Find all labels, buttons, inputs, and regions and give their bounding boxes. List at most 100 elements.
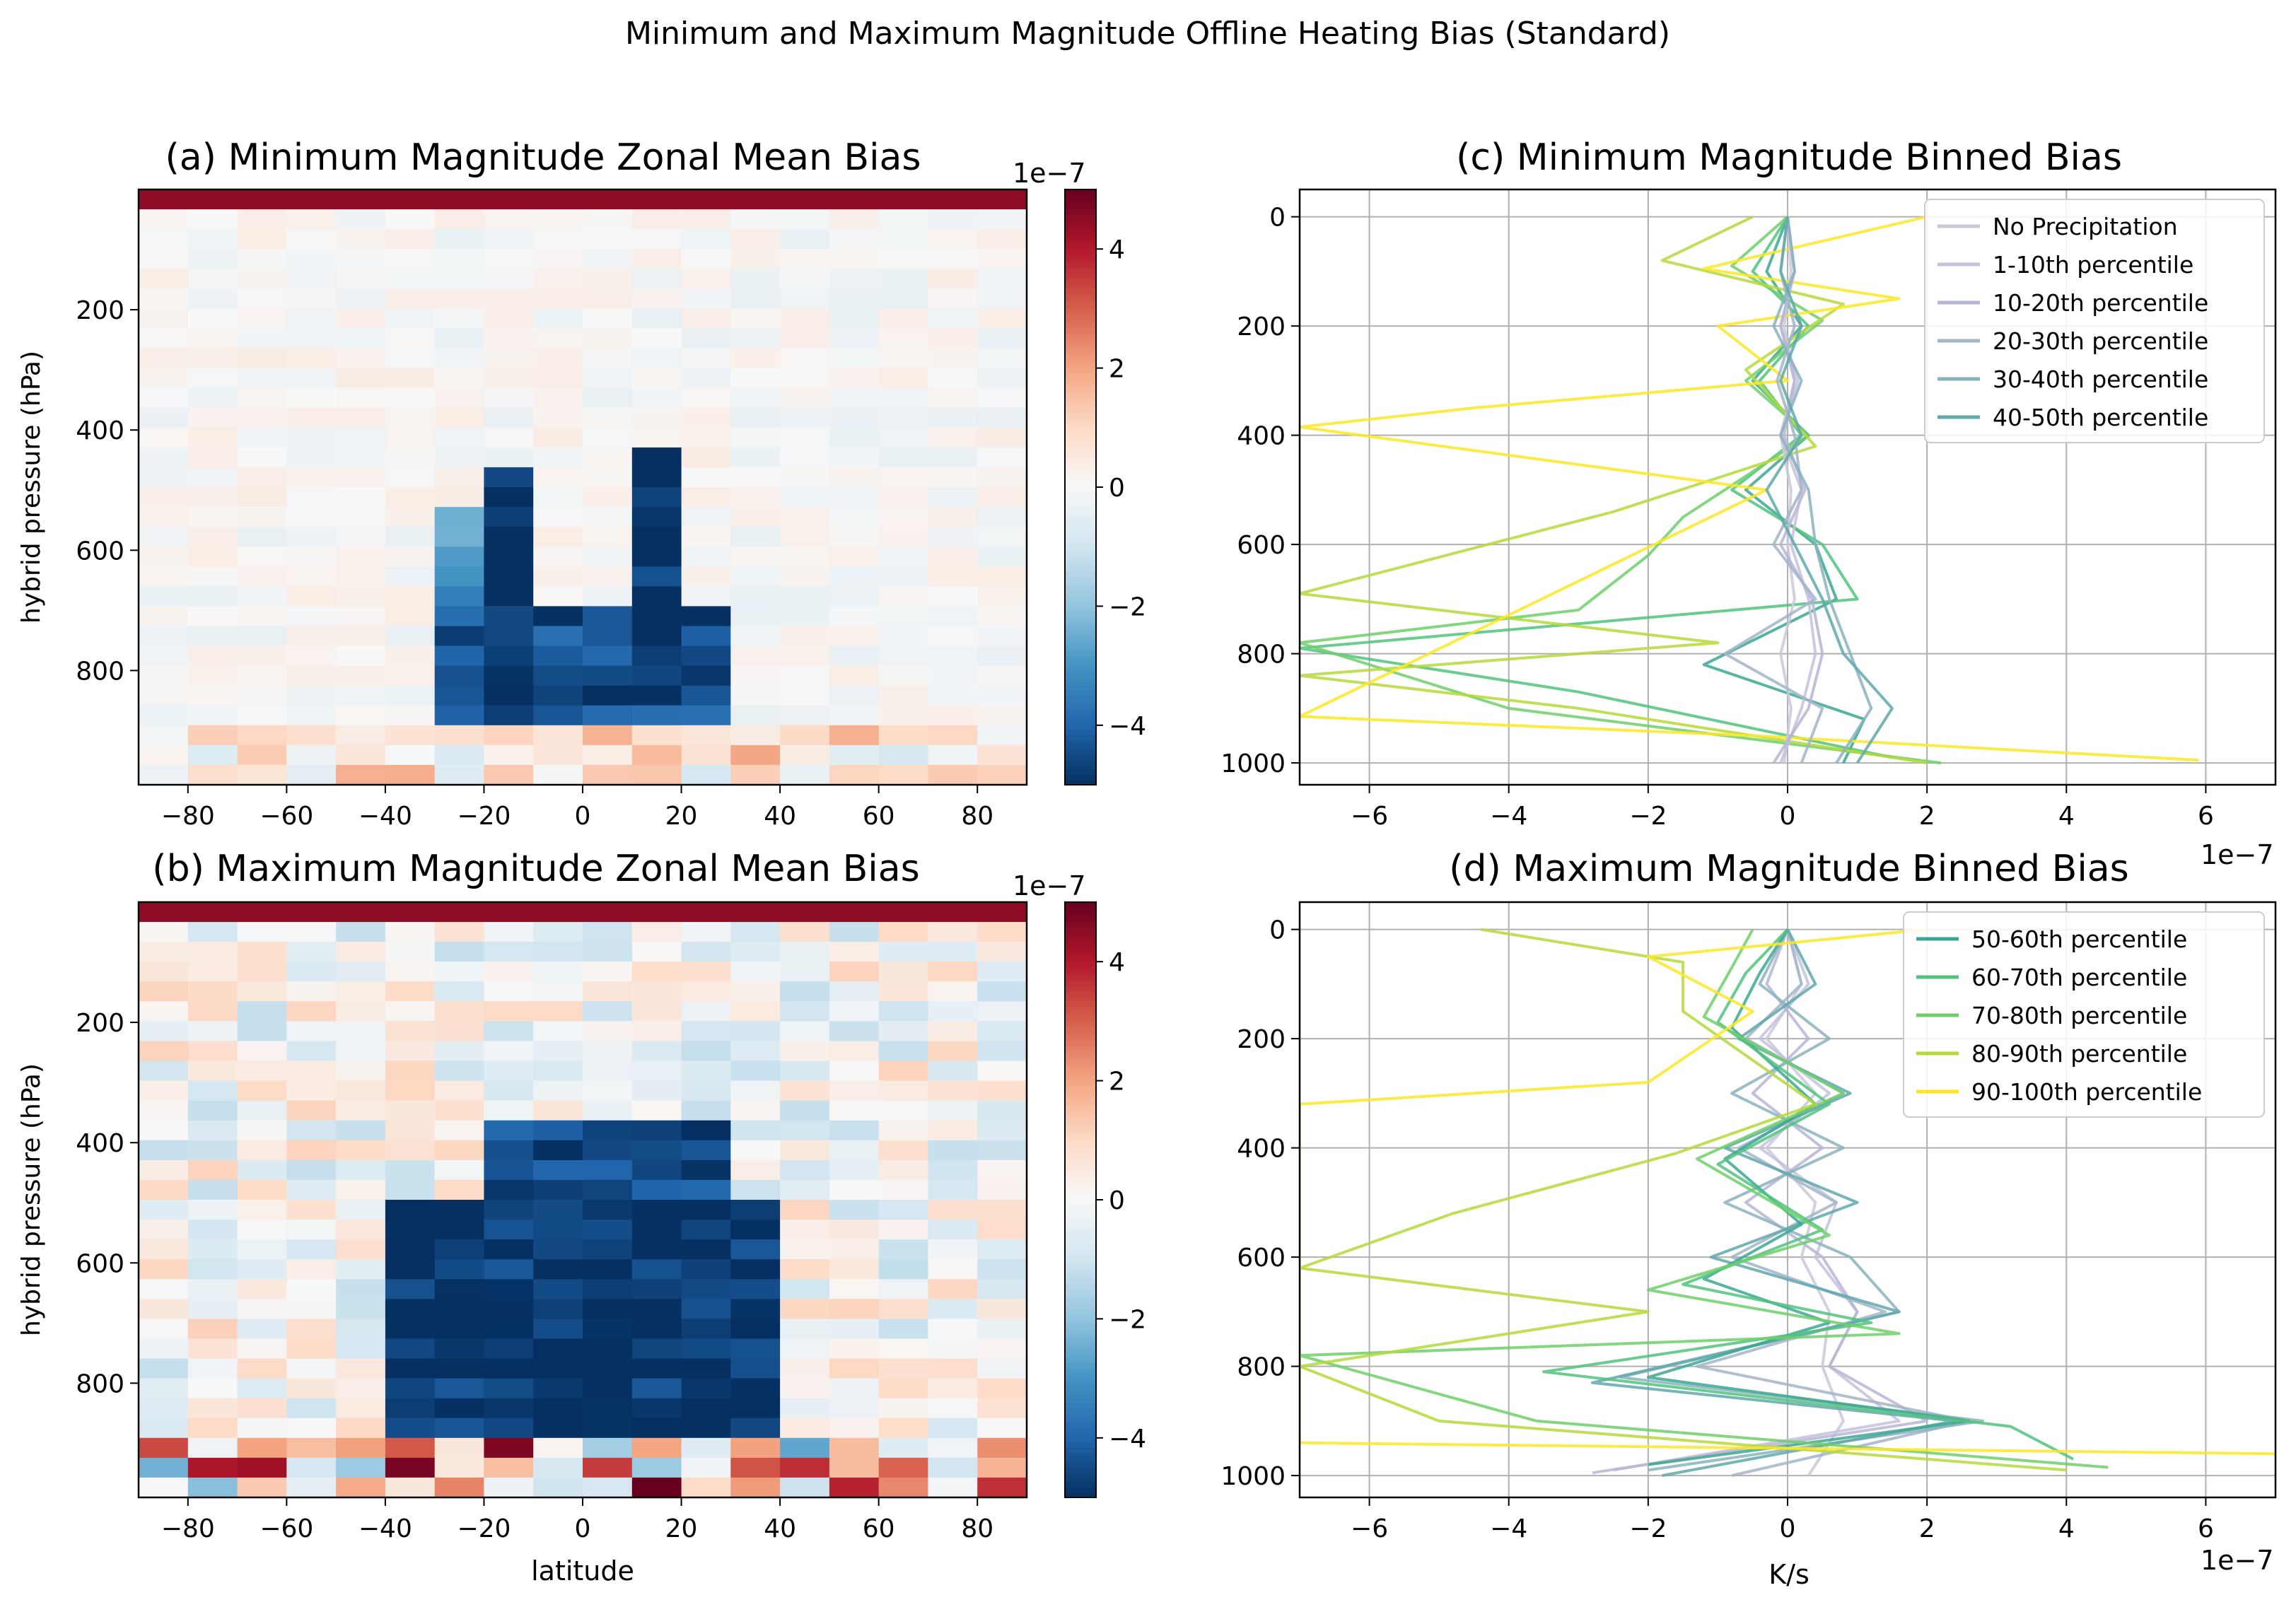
colorbar-step [1065,586,1096,592]
heatmap-cell [139,566,189,587]
colorbar-step [1065,1254,1096,1260]
heatmap-cell [583,981,633,1002]
colorbar-step [1065,740,1096,746]
heatmap-cell [336,942,386,962]
heatmap-cell [928,308,978,329]
heatmap-cell [631,705,682,726]
heatmap-cell [187,566,238,587]
heatmap-cell [533,685,583,706]
heatmap-cell [681,308,731,329]
heatmap-cell [631,942,682,962]
heatmap-cell [780,288,830,309]
heatmap-cell [631,744,682,766]
colorbar-step [1065,1234,1096,1240]
heatmap-cell [187,1477,238,1498]
colorbar-tick-label: −2 [1109,1305,1146,1334]
heatmap-cell [829,269,880,289]
heatmap-cell [977,645,1027,667]
colorbar-step [1065,902,1096,908]
colorbar-step [1065,328,1096,334]
heatmap-cell [977,1437,1027,1459]
heatmap-cell [780,487,830,508]
heatmap-cell [977,1259,1027,1280]
colorbar-step [1065,537,1096,542]
panel-c: (c) Minimum Magnitude Binned Bias −6 −4 −2… [1220,136,2277,870]
heatmap-cell [977,348,1027,369]
heatmap-cell [237,288,287,309]
heatmap-cell [237,547,287,567]
heatmap-cell [434,705,485,726]
heatmap-cell [385,1239,436,1260]
heatmap-cell [533,1001,583,1022]
colorbar-step [1065,611,1096,617]
heatmap-cell [434,645,485,667]
colorbar-step [1065,442,1096,448]
heatmap-cell [829,1080,880,1101]
heatmap-cell [631,962,682,982]
heatmap-cell [681,902,731,923]
heatmap-cell [434,1001,485,1022]
heatmap-cell [829,566,880,587]
colorbar-step [1065,1289,1096,1295]
colorbar-step [1065,621,1096,627]
heatmap-cell [631,269,682,289]
heatmap-cell [385,1437,436,1459]
heatmap-cell [631,566,682,587]
panel-d-title: (d) Maximum Magnitude Binned Bias [1449,848,2129,890]
heatmap-cell [139,288,189,309]
heatmap-cell [336,1100,386,1121]
y-tick-label: 600 [76,1249,124,1278]
colorbar-step [1065,1467,1096,1473]
heatmap-cell [385,308,436,329]
colorbar-step [1065,1046,1096,1052]
x-tick-label: 6 [2198,1514,2214,1543]
heatmap-cell [434,1060,485,1082]
heatmap-cell [780,1179,830,1200]
colorbar-step [1065,561,1096,567]
heatmap-cell [139,1100,189,1121]
heatmap-cell [681,527,731,547]
heatmap-cell [336,1220,386,1240]
heatmap-cell [139,725,189,746]
heatmap-cell [187,942,238,962]
heatmap-cell [187,1179,238,1200]
heatmap-cell [780,586,830,607]
heatmap-cell [533,902,583,923]
heatmap-cell [286,1200,337,1220]
heatmap-cell [829,1319,880,1340]
heatmap-cell [484,1120,534,1141]
line-plot-d: −6 −4 −2 0 2 4 6 0 200 400 600 800 1000 50-60th perce… [1220,901,2277,1543]
heatmap-cell [187,1338,238,1360]
colorbar-step [1065,1239,1096,1245]
heatmap-cell [484,981,534,1002]
heatmap-cell [780,1159,830,1181]
heatmap-cell [139,387,189,409]
heatmap-cell [237,368,287,389]
colorbar-step [1065,670,1096,677]
colorbar-tick-label: −2 [1109,592,1146,621]
colorbar-step [1065,1155,1096,1161]
colorbar-step [1065,705,1096,711]
heatmap-cell [829,447,880,468]
heatmap-cell [187,1220,238,1240]
heatmap-cell [237,705,287,726]
heatmap-cell [336,527,386,547]
heatmap-cell [583,705,633,726]
heatmap-cell [385,586,436,607]
heatmap-cell [878,1041,929,1062]
heatmap-cell [336,447,386,468]
heatmap-cell [237,447,287,468]
heatmap-cell [434,1418,485,1439]
series-line [1723,216,1824,764]
heatmap-cell [730,467,781,488]
heatmap-cell [977,1001,1027,1022]
heatmap-cell [583,288,633,309]
colorbar-step [1065,779,1096,785]
heatmap-cell [977,387,1027,409]
colorbar-tick-label: 2 [1109,1068,1125,1097]
heatmap-cell [977,427,1027,448]
heatmap-cell [681,1239,731,1260]
heatmap-cell [928,1200,978,1220]
colorbar-step [1065,229,1096,235]
colorbar-step [1065,725,1096,731]
